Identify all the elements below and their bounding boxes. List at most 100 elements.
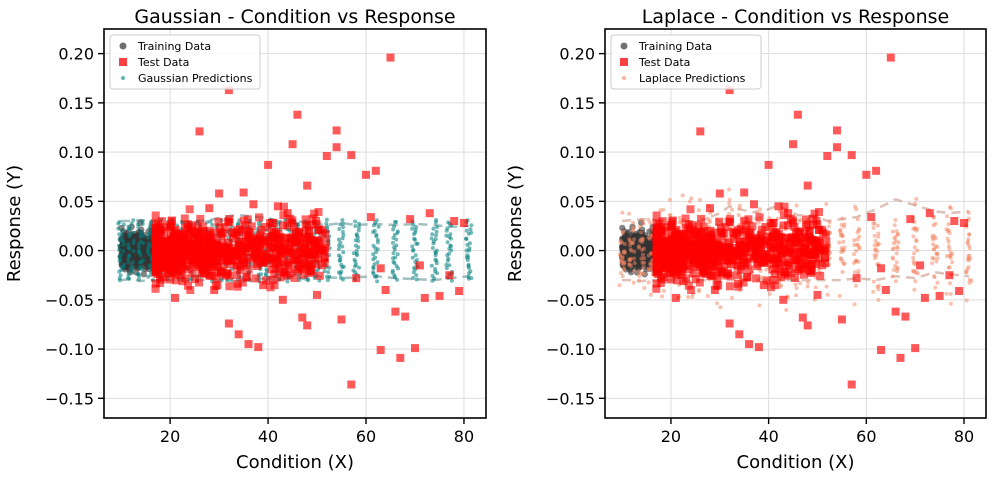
prediction-point [414,225,419,229]
test-point [767,283,775,292]
prediction-point [755,209,759,214]
test-point [275,265,284,274]
prediction-point [966,254,971,259]
prediction-point [871,226,876,230]
prediction-point [210,222,215,227]
prediction-point [686,295,691,299]
prediction-point [947,205,952,210]
prediction-point [894,229,899,234]
prediction-point [326,270,331,275]
test-point [714,281,723,290]
test-point [674,236,682,245]
prediction-point [434,248,439,253]
prediction-point [950,260,955,265]
test-point [151,284,160,293]
test-point-outlier [362,170,370,179]
test-point [689,269,698,278]
test-point [185,205,194,214]
prediction-point [336,247,341,251]
training-point [635,264,642,271]
test-point [152,250,161,259]
test-point-outlier [425,209,434,218]
y-tick-label: 0.10 [58,143,94,162]
test-point [762,276,771,285]
test-point-outlier [872,166,881,175]
legend-marker-training [119,42,127,50]
test-point-outlier [411,344,419,353]
prediction-point [838,227,843,232]
test-point-outlier [391,307,400,316]
test-point [233,271,241,280]
test-point [768,226,777,235]
prediction-point [948,256,953,260]
test-point [806,265,815,274]
prediction-point [639,256,644,261]
test-point [685,242,694,251]
prediction-point [894,260,899,265]
prediction-point [948,281,952,286]
test-point [178,277,187,286]
test-point-outlier [278,295,287,304]
test-point [809,220,818,229]
test-point [791,246,800,255]
test-point [715,217,724,226]
prediction-point [893,279,898,284]
test-point [739,278,748,287]
prediction-point [931,223,936,228]
prediction-point [767,291,772,296]
prediction-point [372,228,377,233]
test-point [262,254,271,262]
prediction-point [116,226,121,231]
test-point-outlier [224,86,233,95]
test-point-outlier [224,319,233,328]
prediction-point [854,248,859,253]
test-point [285,238,294,247]
test-point [815,237,824,246]
prediction-point [661,207,666,212]
prediction-point [129,221,134,226]
test-point [286,214,295,223]
test-point [162,223,170,232]
test-point [745,230,754,239]
test-point [791,274,799,282]
test-point [741,221,750,230]
prediction-point [945,236,950,241]
prediction-point [631,220,636,225]
x-tick-label: 80 [954,427,974,446]
test-point [777,250,786,259]
prediction-point [140,219,145,224]
prediction-point [138,265,142,269]
test-point-outlier [837,315,846,324]
prediction-point [467,246,472,251]
test-point [820,246,828,255]
prediction-point [892,236,897,241]
prediction-point [357,265,361,270]
test-point [153,265,162,274]
test-point [713,253,722,262]
test-point [733,271,742,280]
prediction-point [890,255,895,260]
prediction-point [856,269,861,273]
test-point [216,269,225,278]
prediction-point [967,277,972,282]
prediction-point [126,272,131,277]
test-point [239,237,248,246]
test-point [707,230,716,239]
test-point [220,223,229,231]
prediction-point [913,279,918,284]
prediction-point [622,267,627,272]
test-point-outlier [867,213,876,222]
prediction-point [707,220,712,225]
prediction-point [325,224,330,229]
prediction-point [893,218,898,222]
test-point [193,222,202,231]
test-point [769,243,778,252]
prediction-point [632,261,637,265]
prediction-point [434,218,439,222]
test-point-outlier [750,200,758,209]
prediction-point [340,244,345,249]
test-point [266,283,275,292]
prediction-point [964,298,969,303]
test-point-outlier [420,293,429,302]
test-point [735,242,744,251]
